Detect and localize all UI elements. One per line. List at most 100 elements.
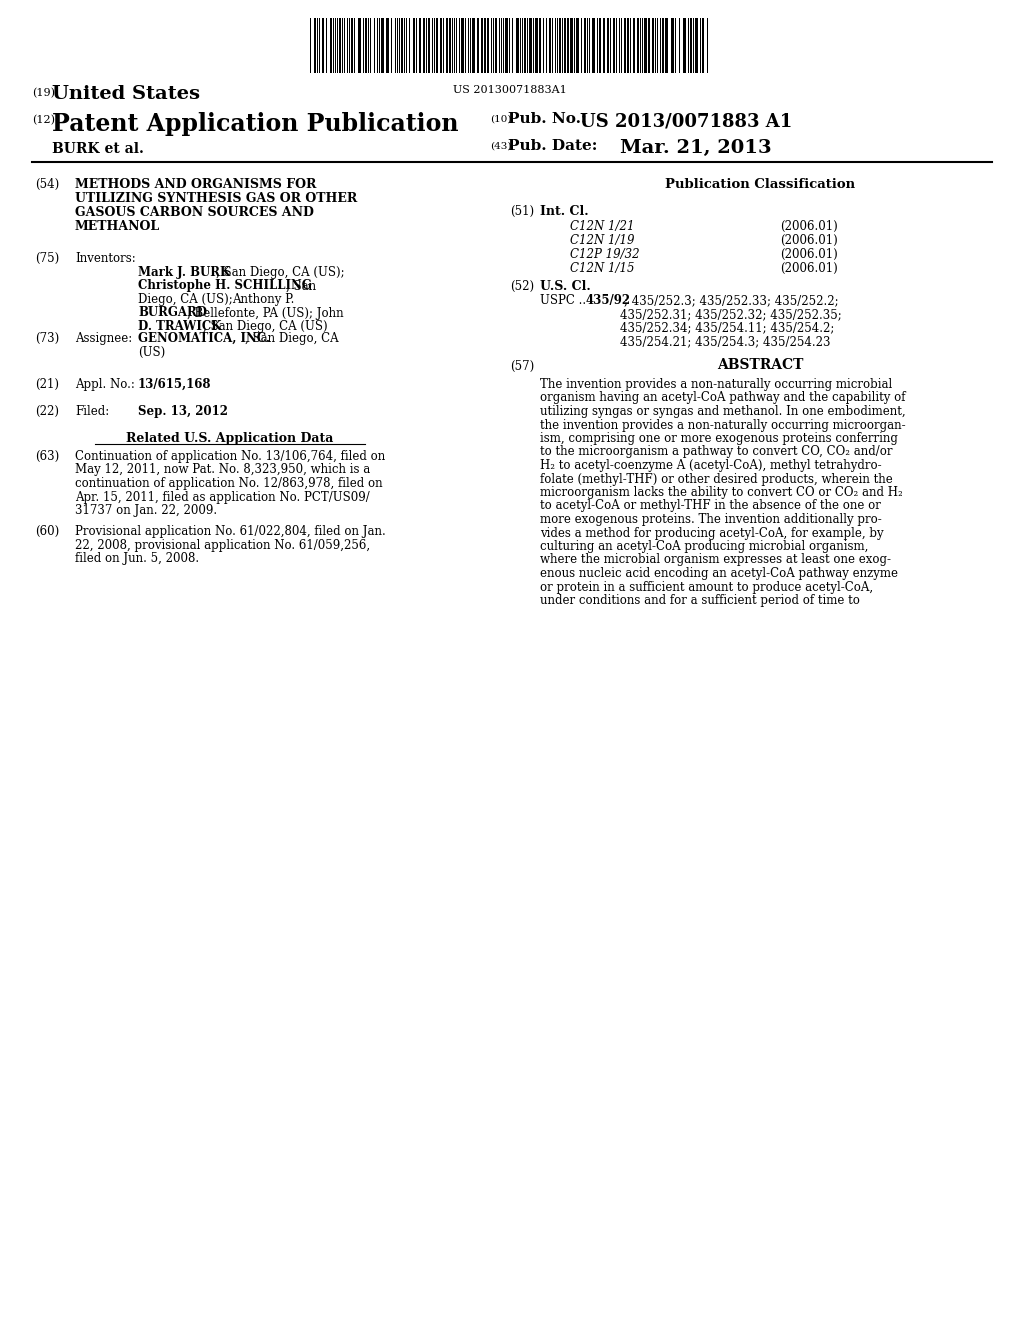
Text: Christophe H. SCHILLING: Christophe H. SCHILLING [138,280,311,293]
Text: (22): (22) [35,405,59,418]
Text: BURGARD: BURGARD [138,306,207,319]
Bar [683,18,686,73]
Text: GASOUS CARBON SOURCES AND: GASOUS CARBON SOURCES AND [75,206,314,219]
Bar [481,18,483,73]
Text: , San Diego, CA: , San Diego, CA [245,333,339,345]
Text: BURK et al.: BURK et al. [52,143,144,156]
Bar [423,18,425,73]
Text: Inventors:: Inventors: [75,252,136,265]
Bar [461,18,464,73]
Text: ABSTRACT: ABSTRACT [717,358,803,372]
Bar [575,18,579,73]
Text: Mark J. BURK: Mark J. BURK [138,267,230,279]
Bar [564,18,566,73]
Text: Publication Classification: Publication Classification [665,178,855,191]
Bar [428,18,430,73]
Text: 13/615,168: 13/615,168 [138,378,212,391]
Bar [599,18,601,73]
Text: Continuation of application No. 13/106,764, filed on: Continuation of application No. 13/106,7… [75,450,385,463]
Text: The invention provides a non-naturally occurring microbial: The invention provides a non-naturally o… [540,378,892,391]
Bar [648,18,650,73]
Text: C12N 1/21: C12N 1/21 [570,220,635,234]
Text: (57): (57) [510,360,535,374]
Bar [529,18,532,73]
Text: (US): (US) [138,346,165,359]
Bar [401,18,403,73]
Bar [592,18,595,73]
Bar [524,18,526,73]
Text: May 12, 2011, now Pat. No. 8,323,950, which is a: May 12, 2011, now Pat. No. 8,323,950, wh… [75,463,371,477]
Text: continuation of application No. 12/863,978, filed on: continuation of application No. 12/863,9… [75,477,383,490]
Text: enous nucleic acid encoding an acetyl-CoA pathway enzyme: enous nucleic acid encoding an acetyl-Co… [540,568,898,579]
Bar [549,18,551,73]
Text: under conditions and for a sufficient period of time to: under conditions and for a sufficient pe… [540,594,860,607]
Bar [446,18,449,73]
Bar [633,18,635,73]
Bar [351,18,353,73]
Text: Apr. 15, 2011, filed as application No. PCT/US09/: Apr. 15, 2011, filed as application No. … [75,491,370,503]
Bar [386,18,389,73]
Text: USPC ..: USPC .. [540,294,586,308]
Text: METHODS AND ORGANISMS FOR: METHODS AND ORGANISMS FOR [75,178,316,191]
Bar [662,18,664,73]
Text: (63): (63) [35,450,59,463]
Text: Sep. 13, 2012: Sep. 13, 2012 [138,405,228,418]
Text: Pub. Date:: Pub. Date: [508,139,597,153]
Bar [603,18,605,73]
Text: C12N 1/19: C12N 1/19 [570,234,635,247]
Text: folate (methyl-THF) or other desired products, wherein the: folate (methyl-THF) or other desired pro… [540,473,893,486]
Text: where the microbial organism expresses at least one exog-: where the microbial organism expresses a… [540,553,891,566]
Text: C12N 1/15: C12N 1/15 [570,261,635,275]
Text: H₂ to acetyl-coenzyme A (acetyl-CoA), methyl tetrahydro-: H₂ to acetyl-coenzyme A (acetyl-CoA), me… [540,459,882,473]
Text: vides a method for producing acetyl-CoA, for example, by: vides a method for producing acetyl-CoA,… [540,527,884,540]
Text: 435/254.21; 435/254.3; 435/254.23: 435/254.21; 435/254.3; 435/254.23 [620,335,830,348]
Bar [637,18,639,73]
Text: organism having an acetyl-CoA pathway and the capability of: organism having an acetyl-CoA pathway an… [540,392,905,404]
Bar [487,18,489,73]
Text: US 20130071883A1: US 20130071883A1 [454,84,567,95]
Bar [690,18,692,73]
Text: Pub. No.:: Pub. No.: [508,112,587,125]
Text: Related U.S. Application Data: Related U.S. Application Data [126,432,334,445]
Text: Filed:: Filed: [75,405,110,418]
Text: to acetyl-CoA or methyl-THF in the absence of the one or: to acetyl-CoA or methyl-THF in the absen… [540,499,881,512]
Text: , San Diego, CA (US);: , San Diego, CA (US); [216,267,345,279]
Text: (75): (75) [35,252,59,265]
Text: (54): (54) [35,178,59,191]
Text: 22, 2008, provisional application No. 61/059,256,: 22, 2008, provisional application No. 61… [75,539,370,552]
Text: (51): (51) [510,205,535,218]
Text: (43): (43) [490,143,512,150]
Bar [695,18,698,73]
Text: (19): (19) [32,88,55,98]
Text: 435/92: 435/92 [586,294,631,308]
Text: , San Diego, CA (US): , San Diego, CA (US) [203,319,328,333]
Text: 31737 on Jan. 22, 2009.: 31737 on Jan. 22, 2009. [75,504,217,517]
Text: the invention provides a non-naturally occurring microorgan-: the invention provides a non-naturally o… [540,418,905,432]
Bar [477,18,479,73]
Text: United States: United States [52,84,200,103]
Text: (73): (73) [35,333,59,345]
Text: U.S. Cl.: U.S. Cl. [540,280,591,293]
Bar [449,18,451,73]
Text: Mar. 21, 2013: Mar. 21, 2013 [620,139,772,157]
Bar [539,18,541,73]
Text: UTILIZING SYNTHESIS GAS OR OTHER: UTILIZING SYNTHESIS GAS OR OTHER [75,191,357,205]
Bar [330,18,332,73]
Bar [419,18,421,73]
Bar [613,18,615,73]
Bar [584,18,586,73]
Bar [413,18,415,73]
Text: microorganism lacks the ability to convert CO or CO₂ and H₂: microorganism lacks the ability to conve… [540,486,903,499]
Text: (12): (12) [32,115,55,125]
Bar [607,18,609,73]
Text: , Bellefonte, PA (US); John: , Bellefonte, PA (US); John [187,306,344,319]
Text: (2006.01): (2006.01) [780,248,838,261]
Text: filed on Jun. 5, 2008.: filed on Jun. 5, 2008. [75,552,199,565]
Text: Patent Application Publication: Patent Application Publication [52,112,459,136]
Bar [358,18,361,73]
Bar [665,18,668,73]
Text: (60): (60) [35,525,59,539]
Text: GENOMATICA, INC.: GENOMATICA, INC. [138,333,270,345]
Bar [644,18,647,73]
Text: (21): (21) [35,378,59,391]
